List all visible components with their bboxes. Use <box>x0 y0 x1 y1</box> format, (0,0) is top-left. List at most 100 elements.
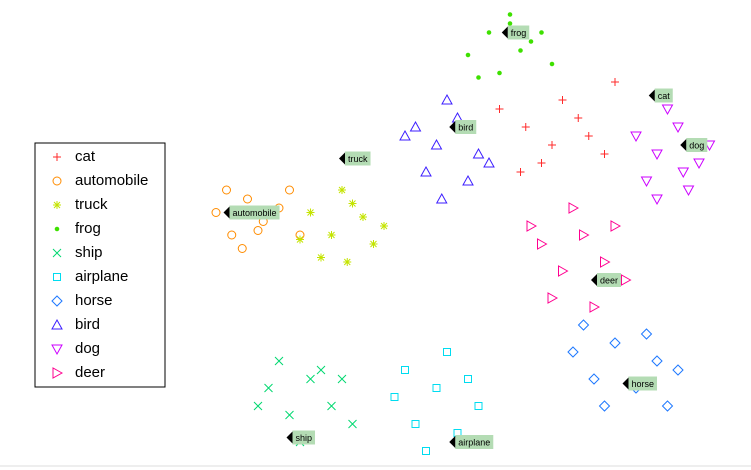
point <box>640 328 653 340</box>
cluster-label-text: truck <box>348 154 368 164</box>
cluster-label-box <box>597 273 622 287</box>
point <box>630 131 642 143</box>
point <box>243 194 252 204</box>
point <box>296 235 304 244</box>
cluster-label: ship <box>286 430 316 445</box>
legend-label: deer <box>75 364 105 381</box>
point <box>589 301 601 313</box>
legend-label: airplane <box>75 268 128 285</box>
legend-marker <box>54 226 60 232</box>
point <box>462 174 474 186</box>
point <box>528 39 534 44</box>
cluster-label-box <box>686 138 708 152</box>
point <box>526 220 538 232</box>
point <box>274 356 284 366</box>
cluster-label: cat <box>648 88 673 103</box>
point <box>411 420 420 428</box>
point <box>651 149 663 161</box>
point <box>574 114 583 122</box>
point <box>497 70 502 76</box>
cluster-label-pointer <box>449 121 456 133</box>
point <box>369 240 378 248</box>
legend-label: ship <box>75 244 103 261</box>
point <box>472 147 485 159</box>
point <box>338 186 346 194</box>
legend-box <box>34 142 166 388</box>
cluster-label-text: ship <box>296 433 313 443</box>
cluster-label-pointer <box>286 431 293 444</box>
point <box>476 75 481 80</box>
point <box>441 93 453 105</box>
cluster-label: deer <box>591 273 622 287</box>
cluster-label-text: automobile <box>233 208 277 218</box>
point <box>399 129 411 141</box>
point <box>567 346 579 358</box>
point <box>211 208 221 217</box>
point <box>316 365 326 375</box>
point <box>253 226 263 235</box>
point <box>401 366 409 374</box>
point <box>651 355 663 367</box>
point <box>537 238 548 250</box>
legend-marker <box>52 248 62 258</box>
point <box>348 199 357 208</box>
cluster-label-pointer <box>591 274 597 286</box>
point <box>317 253 325 262</box>
cluster-label-text: airplane <box>458 437 490 447</box>
point <box>495 105 504 113</box>
point <box>306 374 315 384</box>
point <box>584 132 593 140</box>
cluster-label: frog <box>501 25 530 40</box>
legend-label: truck <box>75 196 108 213</box>
point <box>579 229 590 241</box>
legend-marker <box>52 367 64 379</box>
point <box>343 258 352 266</box>
cluster-label-box <box>229 205 280 220</box>
legend-label: cat <box>75 148 96 165</box>
point <box>507 12 513 17</box>
point <box>661 104 674 116</box>
point <box>237 244 247 253</box>
legend-marker <box>53 273 61 281</box>
cluster-label-pointer <box>339 152 345 165</box>
point <box>222 185 231 195</box>
point <box>539 30 544 35</box>
point <box>253 401 263 411</box>
point <box>568 202 580 214</box>
cluster-label-box <box>455 120 477 134</box>
cluster-label-pointer <box>449 436 456 448</box>
point <box>409 120 422 132</box>
cluster-label-text: dog <box>689 140 704 150</box>
point <box>327 401 336 411</box>
cluster-label: airplane <box>449 435 494 449</box>
legend-label: bird <box>75 316 100 333</box>
legend-marker <box>51 344 63 356</box>
cluster-label-box <box>345 151 371 166</box>
point <box>227 230 237 240</box>
cluster-label-box <box>455 435 494 449</box>
cluster-label-pointer <box>680 139 687 151</box>
point <box>672 364 684 376</box>
point <box>598 400 611 412</box>
point <box>443 348 451 356</box>
point <box>661 400 674 412</box>
point <box>548 141 556 149</box>
point <box>486 30 492 35</box>
cluster-label-pointer <box>622 377 629 390</box>
point <box>483 156 495 168</box>
cluster-label-box <box>628 376 658 391</box>
point <box>682 185 695 197</box>
point <box>285 185 294 195</box>
point <box>465 52 471 58</box>
cluster-label: dog <box>680 138 708 152</box>
point <box>285 410 294 420</box>
point <box>537 159 546 167</box>
point <box>693 158 705 170</box>
point <box>611 78 619 86</box>
point <box>577 319 590 331</box>
point <box>588 373 600 385</box>
cluster-label-text: horse <box>632 379 655 389</box>
point <box>600 256 611 268</box>
legend-label: dog <box>75 340 100 357</box>
point <box>474 402 483 410</box>
